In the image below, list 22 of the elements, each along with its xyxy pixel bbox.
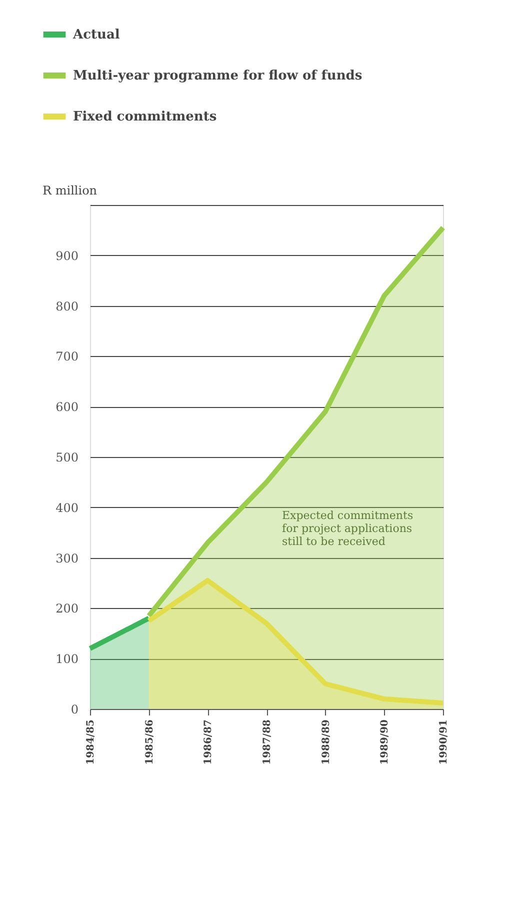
y-tick-label: 500 — [56, 450, 78, 464]
y-tick-label: 0 — [70, 702, 78, 716]
y-tick-label: 900 — [56, 248, 78, 263]
y-axis-title: R million — [42, 184, 98, 198]
y-tick-label: 200 — [56, 602, 78, 616]
y-tick-label: 800 — [56, 299, 78, 314]
x-tick-label: 1988/89 — [320, 719, 332, 765]
y-tick-label: 700 — [56, 350, 78, 364]
legend-label: Multi-year programme for flow of funds — [73, 68, 362, 84]
legend-label: Actual — [72, 28, 120, 42]
x-tick-label: 1989/90 — [380, 719, 391, 765]
y-tick-label: 300 — [56, 551, 78, 566]
x-tick-label: 1986/87 — [203, 719, 214, 765]
y-tick-label: 100 — [56, 652, 78, 666]
y-tick-label: 400 — [56, 500, 78, 515]
x-tick-label: 1985/86 — [144, 719, 156, 765]
x-tick-label: 1984/85 — [86, 719, 96, 765]
legend-label: Fixed commitments — [73, 110, 217, 124]
x-tick-label: 1990/91 — [438, 720, 450, 765]
x-tick-label: 1987/88 — [262, 719, 273, 765]
y-tick-label: 600 — [56, 400, 78, 414]
annotation: Expected commitments for project applications still to be received — [282, 509, 414, 548]
